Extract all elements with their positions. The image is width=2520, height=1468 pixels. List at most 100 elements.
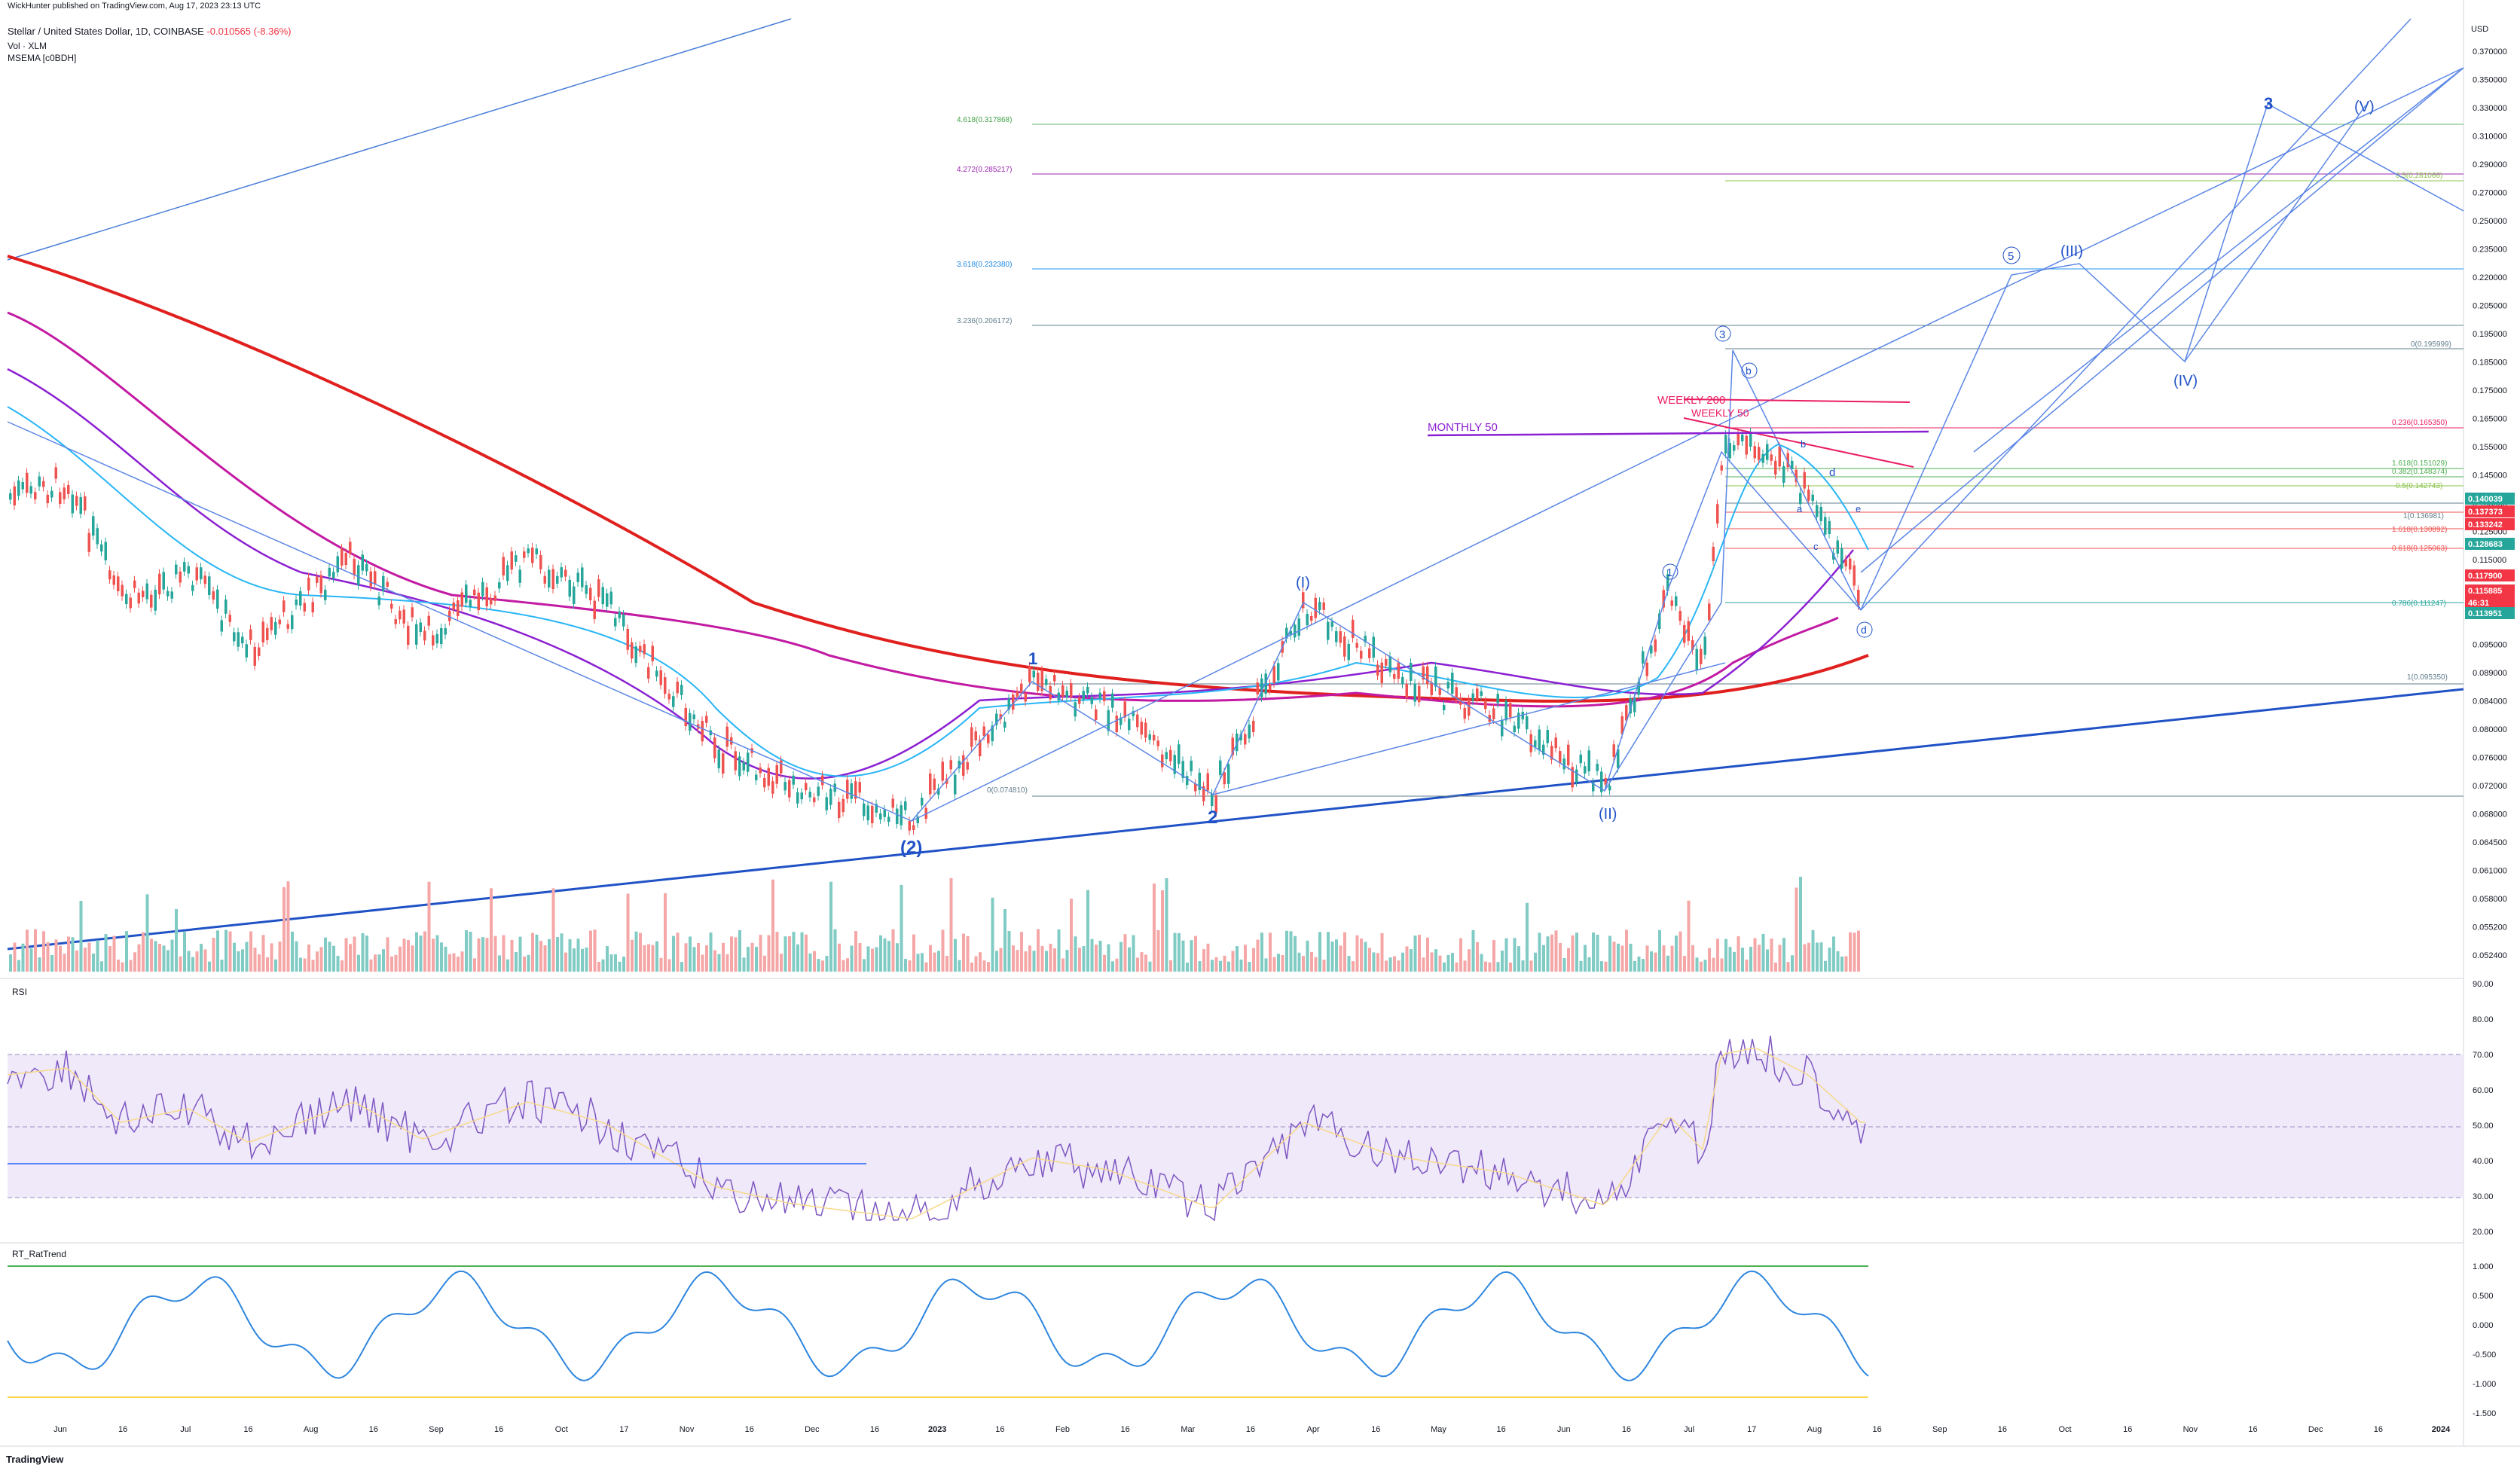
candle-body (1819, 507, 1822, 521)
wave-IV-label: (IV) (2173, 373, 2198, 389)
wave-III-label: (III) (2060, 243, 2083, 260)
volume-bar (631, 939, 634, 972)
volume-bar (1604, 961, 1608, 972)
volume-bar (987, 962, 990, 972)
wave-e-label: e (1856, 503, 1861, 514)
volume-bar (1181, 940, 1185, 972)
candle-body (560, 567, 563, 578)
volume-bar (916, 954, 920, 972)
volume-bar (697, 943, 700, 972)
candle-body (1559, 751, 1562, 763)
candle-body (1857, 590, 1860, 606)
volume-bar (191, 957, 194, 972)
candle-body (543, 575, 546, 584)
volume-bar (945, 955, 948, 972)
volume-bar (713, 950, 716, 972)
candle-body (1476, 688, 1479, 700)
candle-body (1584, 766, 1587, 774)
volume-bar (1559, 942, 1562, 972)
volume-bar (846, 958, 849, 972)
volume-bar (1509, 962, 1512, 972)
volume-bar (137, 944, 141, 972)
time-tick-label: Nov (680, 1425, 695, 1434)
candle-body (212, 591, 215, 600)
volume-bar (1115, 958, 1119, 972)
fib-label: 0.5(0.281066) (2396, 172, 2442, 180)
volume-bar (1360, 938, 1363, 972)
volume-bar (444, 946, 447, 972)
candle-body (515, 555, 518, 562)
volume-bar (1086, 890, 1089, 972)
time-tick-label: Oct (2058, 1425, 2071, 1434)
candle-body (1795, 469, 1798, 483)
volume-bar (705, 945, 708, 972)
candle-body (966, 761, 969, 770)
time-axis[interactable]: Jun 16 Jul 16 Aug 16 Sep 16 Oct 17 Nov 16 Dec 16 2023 1… (53, 1425, 2451, 1434)
volume-bar (490, 888, 493, 972)
volume-bar (1629, 943, 1633, 972)
volume-bar (1741, 948, 1744, 972)
volume-bar (1045, 951, 1048, 972)
volume-bar (651, 945, 655, 972)
wave-d-label: d (1829, 466, 1835, 479)
volume-bar (1136, 957, 1139, 972)
volume-bar (1666, 955, 1669, 972)
volume-bar (643, 945, 646, 972)
candle-body (1339, 631, 1342, 643)
volume-bar (929, 945, 932, 972)
volume-bar (701, 954, 704, 972)
volume-bar (900, 884, 903, 972)
volume-bar (1294, 935, 1297, 972)
volume-bar (1840, 957, 1843, 972)
candle-body (1504, 700, 1507, 721)
volume-bar (1388, 957, 1392, 972)
wave-I-label: (I) (1296, 575, 1310, 591)
volume-bar (1061, 958, 1065, 972)
volume-bar (1194, 935, 1197, 972)
monthly50-line (1427, 430, 1929, 437)
time-tick-label: 16 (1371, 1425, 1380, 1434)
volume-bar (84, 948, 87, 972)
volume-bar (1617, 943, 1620, 972)
candle-body (954, 774, 957, 795)
volume-bar (796, 944, 799, 972)
candle-body (1770, 454, 1773, 461)
candle-body (1322, 602, 1325, 610)
volume-bar (1724, 938, 1727, 972)
candle-body (179, 571, 182, 583)
volume-bar (92, 954, 95, 972)
candle-body (614, 618, 617, 627)
candle-body (891, 798, 894, 808)
time-tick-label: 16 (870, 1425, 879, 1434)
candle-body (1662, 590, 1665, 608)
volume-bar (166, 950, 170, 972)
candle-body (821, 775, 824, 786)
candle-body (481, 581, 484, 597)
candle-body (1703, 636, 1706, 655)
volume-bar (556, 937, 559, 972)
volume-bar (1766, 949, 1769, 972)
candle-body (1368, 648, 1371, 658)
candle-body (427, 615, 430, 626)
fib-label: 1.618(0.151029) (2392, 459, 2447, 468)
volume-bar (1774, 962, 1777, 972)
candle-body (672, 696, 675, 707)
volume-bar (1024, 951, 1028, 972)
rsi-tick-label: 70.00 (2473, 1051, 2494, 1060)
candle-body (1708, 603, 1711, 621)
volume-bar (689, 936, 692, 972)
candle-body (154, 589, 157, 611)
svg-text:0.113951: 0.113951 (2468, 609, 2502, 618)
volume-bar (792, 932, 796, 972)
volume-bar (1306, 940, 1309, 972)
fib-label: 0.236(0.165350) (2392, 419, 2447, 427)
time-tick-label: Feb (1055, 1425, 1070, 1434)
candle-body (1227, 764, 1230, 784)
candle-body (838, 801, 841, 819)
candle-body (266, 627, 269, 640)
volume-bar (875, 947, 878, 972)
candle-body (805, 783, 808, 791)
volume-bar (394, 954, 398, 972)
price-tick-label: 0.072000 (2473, 782, 2507, 791)
